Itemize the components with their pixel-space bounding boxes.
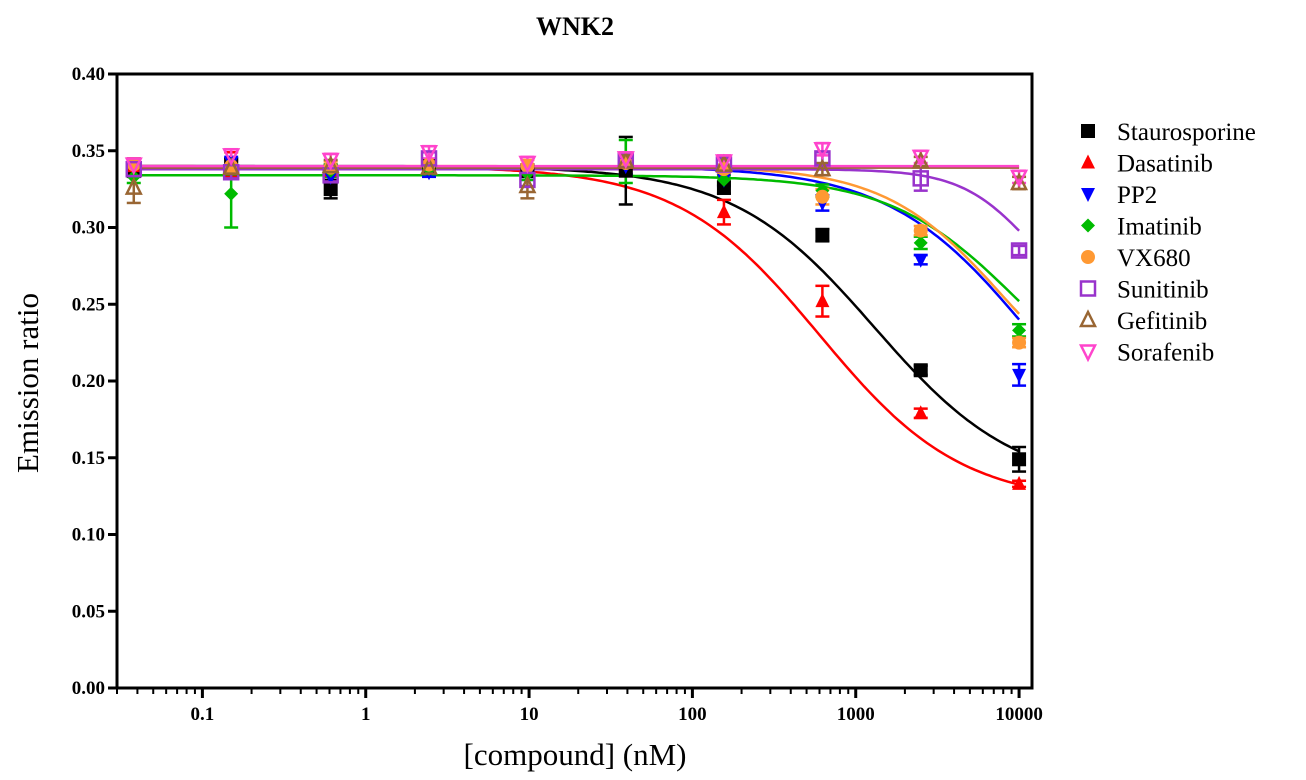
y-tick-label: 0.35	[72, 141, 105, 162]
axes: 0.00 0.05 0.10 0.15 0.20 0.25 0.30 0.35 0.40 0.1 1…	[72, 64, 1043, 725]
data-point	[1012, 323, 1027, 338]
data-point	[222, 156, 241, 175]
legend-label: Sorafenib	[1117, 340, 1214, 367]
data-point	[1010, 172, 1029, 191]
legend-marker	[1081, 124, 1095, 138]
data-point	[716, 204, 731, 219]
legend-label: VX680	[1117, 245, 1191, 272]
x-tick-label: 100	[678, 704, 707, 725]
legend-marker	[1078, 309, 1098, 328]
data-point	[124, 176, 143, 195]
legend-marker	[1079, 280, 1097, 297]
chart-title: WNK2	[536, 12, 614, 41]
data-point	[814, 150, 831, 167]
y-tick-label: 0.00	[72, 678, 105, 699]
legend-marker	[1081, 218, 1095, 233]
data-point	[222, 148, 241, 167]
y-tick-label: 0.30	[72, 218, 105, 239]
legend-marker	[1081, 188, 1095, 202]
y-tick-label: 0.20	[72, 371, 105, 392]
legend-label: Sunitinib	[1117, 277, 1209, 304]
y-tick-label: 0.10	[72, 525, 105, 546]
legend: Staurosporine Dasatinib PP2 Imatinib VX680 Su…	[1078, 119, 1256, 367]
x-axis-label: [compound] (nM)	[464, 737, 687, 772]
data-point	[913, 363, 928, 378]
data-point	[1012, 452, 1027, 467]
data-point	[912, 170, 929, 187]
data-point	[815, 228, 830, 243]
data-point	[813, 158, 832, 177]
data-point	[321, 155, 340, 174]
fit-curve-vx680	[133, 164, 1021, 315]
data-point	[420, 150, 438, 167]
data-point	[815, 189, 830, 204]
data-point	[323, 170, 338, 185]
data-point	[323, 182, 338, 197]
x-tick-label: 10	[520, 704, 539, 725]
data-point	[813, 141, 832, 161]
data-point	[616, 151, 635, 170]
legend-label: Imatinib	[1117, 214, 1202, 241]
fit-curve-pp2	[133, 164, 1021, 321]
data-point	[224, 186, 239, 201]
legend-label: Gefitinib	[1117, 308, 1207, 335]
data-point	[716, 172, 731, 187]
legend-marker	[1078, 344, 1098, 363]
plot-area	[124, 135, 1029, 490]
x-tick-label: 1000	[837, 704, 875, 725]
y-tick-label: 0.25	[72, 294, 105, 315]
data-point	[911, 149, 930, 168]
data-point	[1012, 335, 1027, 350]
fit-curve-imatinib	[133, 174, 1020, 303]
data-point	[913, 405, 928, 420]
data-point	[913, 223, 928, 238]
data-point	[419, 156, 439, 175]
legend-label: PP2	[1117, 182, 1157, 209]
data-point	[1012, 475, 1027, 490]
data-point	[518, 175, 537, 194]
data-point	[125, 160, 143, 178]
data-point	[714, 154, 733, 173]
data-point	[518, 155, 537, 174]
x-tick-label: 10000	[995, 704, 1043, 725]
data-point	[1010, 169, 1029, 188]
legend-label: Dasatinib	[1117, 151, 1213, 178]
data-point	[124, 157, 143, 176]
y-axis-label: Emission ratio	[10, 293, 45, 473]
y-tick-label: 0.40	[72, 64, 105, 85]
fit-curve-dasatinib	[133, 164, 1020, 486]
data-point	[1010, 242, 1028, 259]
legend-marker	[1081, 250, 1095, 264]
legend-marker	[1081, 154, 1095, 169]
legend-label: Staurosporine	[1117, 119, 1256, 146]
y-tick-label: 0.05	[72, 601, 105, 622]
data-point	[1012, 368, 1027, 383]
x-tick-label: 0.1	[191, 704, 215, 725]
data-point	[815, 293, 830, 308]
data-point	[913, 235, 928, 250]
y-tick-label: 0.15	[72, 448, 105, 469]
x-tick-label: 1	[361, 704, 371, 725]
data-point	[913, 253, 928, 268]
data-point	[321, 152, 340, 171]
data-point	[419, 145, 439, 164]
fit-curve-sunitinib	[133, 167, 1020, 232]
